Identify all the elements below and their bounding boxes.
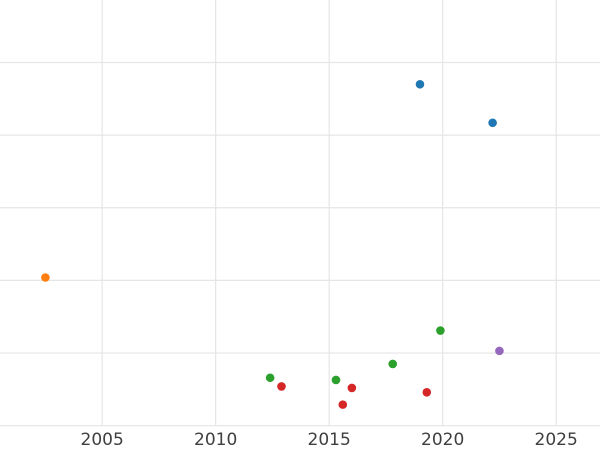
scatter-point-green xyxy=(388,359,398,369)
scatter-point-purple xyxy=(495,346,504,356)
scatter-point-red xyxy=(347,383,357,393)
scatter-point-red xyxy=(338,400,348,409)
x-tick-label: 2015 xyxy=(308,430,351,450)
x-tick-label: 2025 xyxy=(535,430,578,450)
scatter-point-green xyxy=(265,373,275,383)
scatter-point-orange xyxy=(41,273,50,282)
scatter-point-red xyxy=(422,387,432,397)
x-tick-label: 2010 xyxy=(194,430,237,450)
scatter-point-green xyxy=(331,375,341,385)
scatter-point-blue xyxy=(415,79,425,89)
x-tick-label: 2020 xyxy=(421,430,464,450)
scatter-point-red xyxy=(277,382,286,391)
scatter-point-green xyxy=(436,326,445,335)
scatter-point-blue xyxy=(488,118,497,128)
x-tick-label: 2005 xyxy=(81,430,124,450)
